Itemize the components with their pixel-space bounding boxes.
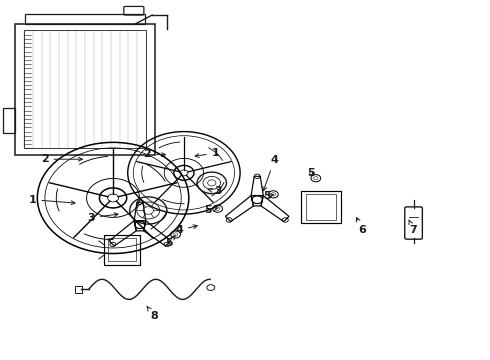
- Text: 5: 5: [307, 168, 315, 178]
- Text: 6: 6: [356, 217, 366, 235]
- Text: 8: 8: [147, 306, 158, 321]
- Text: 4: 4: [175, 225, 197, 235]
- Text: 5: 5: [204, 206, 218, 216]
- Text: 5: 5: [263, 191, 274, 201]
- Text: 5: 5: [166, 235, 175, 248]
- Text: 1: 1: [195, 148, 220, 158]
- Text: 2: 2: [144, 149, 166, 159]
- Text: 4: 4: [263, 155, 278, 191]
- Text: 3: 3: [208, 186, 222, 197]
- Text: 1: 1: [28, 195, 75, 205]
- Text: 3: 3: [87, 213, 118, 222]
- Text: 2: 2: [41, 154, 82, 164]
- Text: 7: 7: [409, 220, 417, 235]
